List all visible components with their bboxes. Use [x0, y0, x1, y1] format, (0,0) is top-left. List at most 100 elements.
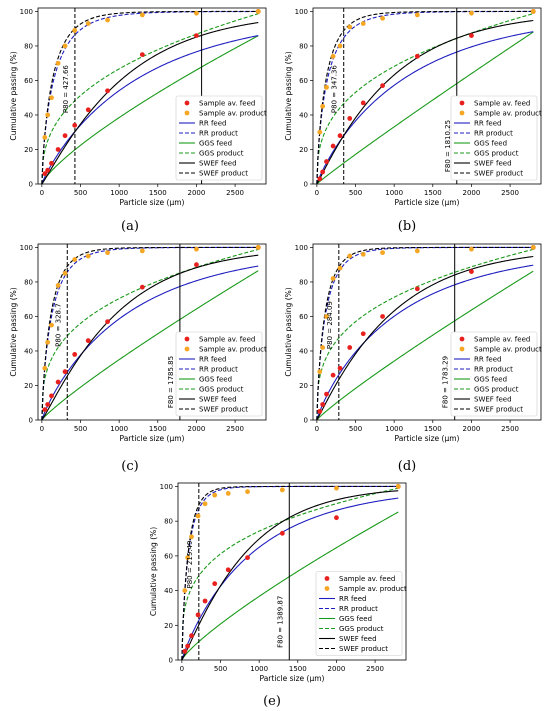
chart-panel-1: 0 500 1000 1500 2000 2500 0 20 40 60 80 100 Particle…: [9, 7, 267, 207]
legend-label: RR product: [474, 130, 513, 138]
legend-label: GGS feed: [199, 140, 232, 148]
x-tick-label: 2500: [501, 189, 519, 197]
y-tick-label: 0: [304, 417, 308, 425]
swef-feed-line: [316, 19, 534, 184]
y-tick-label: 60: [24, 77, 33, 85]
feed-point: [360, 331, 366, 337]
feed-point: [45, 167, 51, 173]
product-point: [202, 501, 208, 507]
swef-feed-line: [316, 255, 534, 420]
feed-point: [225, 567, 231, 573]
axes-frame: [37, 7, 267, 185]
y-tick-label: 20: [164, 622, 173, 630]
product-point: [105, 250, 110, 256]
legend-label: SWEF feed: [199, 396, 237, 404]
y-tick-label: 60: [299, 77, 308, 85]
swef-product-line: [41, 10, 259, 184]
legend-marker: [459, 110, 465, 116]
legend-label: SWEF product: [339, 645, 388, 653]
panel-label: (b): [398, 219, 416, 234]
rr-feed-line: [316, 31, 534, 184]
x-tick-label: 1000: [385, 189, 403, 197]
product-point: [324, 314, 329, 319]
x-tick-label: 0: [40, 425, 44, 433]
legend-box: [175, 95, 263, 181]
legend-label: GGS product: [199, 150, 244, 158]
x-tick-label: 2000: [188, 425, 206, 433]
x-axis-title: Particle size (μm): [260, 674, 325, 683]
legend-label: Sample av. feed: [474, 336, 530, 344]
feed-point: [189, 633, 194, 639]
feed-point: [195, 612, 201, 618]
swef-product-line: [41, 246, 259, 420]
x-tick-label: 1000: [110, 425, 128, 433]
y-tick-label: 40: [24, 111, 33, 119]
feed-point: [212, 581, 218, 587]
x-tick-label: 2000: [463, 189, 481, 197]
ggs-product-line: [181, 487, 399, 660]
legend-label: RR feed: [474, 356, 501, 364]
feed-point: [347, 345, 353, 350]
product-point: [49, 95, 54, 101]
product-point: [330, 53, 336, 59]
x-tick-label: 500: [349, 425, 362, 433]
x-tick-label: 1500: [149, 425, 167, 433]
legend-marker: [324, 576, 330, 581]
swef-product-line: [316, 246, 534, 420]
ggs-feed-line: [316, 31, 534, 184]
product-point: [62, 270, 68, 276]
legend-label: SWEF product: [474, 406, 523, 414]
legend-label: Sample av. feed: [474, 100, 530, 108]
swef-product-line: [316, 10, 534, 184]
legend-box: [450, 95, 538, 181]
product-point: [49, 322, 54, 328]
y-tick-label: 80: [24, 278, 33, 286]
plot-area: [181, 483, 401, 660]
feed-point: [279, 530, 285, 536]
legend-label: Sample av. feed: [199, 100, 255, 108]
y-tick-label: 80: [299, 42, 308, 50]
ggs-feed-line: [316, 270, 534, 420]
legend-label: Sample av. product: [474, 110, 542, 118]
p80-label: P80 = 328.7: [54, 303, 62, 346]
legend-marker: [459, 336, 465, 342]
y-tick-label: 100: [160, 483, 173, 491]
y-tick-label: 0: [29, 417, 33, 425]
chart-panel-5: 0 500 1000 1500 2000 2500 0 20 40 60 80 100 Particle…: [149, 482, 407, 683]
product-point: [105, 17, 110, 23]
legend-label: RR feed: [339, 595, 366, 603]
product-point: [245, 489, 250, 495]
legend-marker: [459, 346, 465, 352]
product-point: [212, 492, 218, 498]
y-tick-label: 80: [299, 278, 308, 286]
x-tick-label: 2000: [328, 665, 346, 673]
legend-label: SWEF feed: [474, 396, 512, 404]
product-point: [324, 84, 329, 90]
product-point: [42, 135, 48, 140]
y-tick-label: 20: [24, 382, 33, 390]
feed-point: [139, 52, 145, 57]
y-tick-label: 20: [24, 146, 33, 154]
x-axis-title: Particle size (μm): [395, 434, 460, 443]
x-tick-label: 1500: [424, 189, 442, 197]
plot-area: [316, 8, 536, 184]
f80-label: F80 = 1810.25: [444, 120, 452, 172]
x-tick-label: 1000: [385, 425, 403, 433]
y-tick-label: 100: [20, 244, 33, 252]
y-tick-label: 60: [24, 313, 33, 321]
legend-label: SWEF product: [199, 170, 248, 178]
feed-point: [185, 643, 191, 649]
feed-point: [317, 176, 323, 182]
legend-label: GGS feed: [474, 140, 507, 148]
chart-panel-4: 0 500 1000 1500 2000 2500 0 20 40 60 80 100 Particle…: [284, 243, 542, 443]
product-point: [72, 28, 78, 33]
feed-point: [360, 100, 366, 106]
legend-marker: [184, 100, 190, 106]
legend-label: Sample av. feed: [339, 575, 395, 583]
product-point: [530, 9, 536, 14]
feed-point: [380, 83, 385, 89]
plot-area: [41, 8, 261, 184]
legend-label: GGS product: [339, 625, 384, 633]
feed-point: [72, 122, 78, 128]
